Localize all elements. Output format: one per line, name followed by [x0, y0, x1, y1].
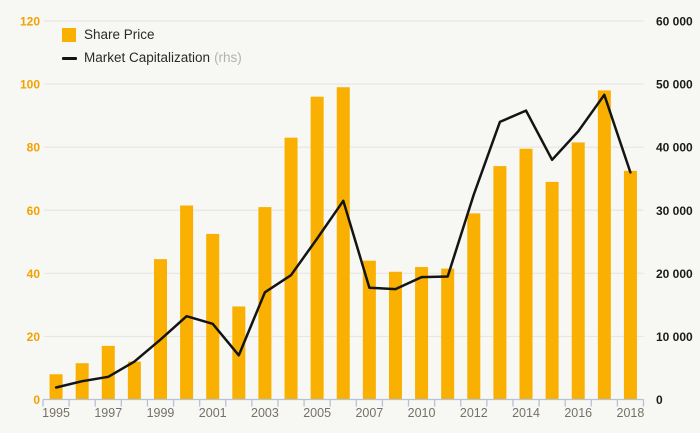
- bar-2006: [336, 87, 350, 400]
- x-axis-year-label: 1999: [147, 406, 175, 420]
- bar-1997: [101, 345, 115, 400]
- bar-2007: [362, 260, 376, 400]
- x-axis-year-label: 2003: [251, 406, 279, 420]
- market-cap-line-swatch-icon: [62, 56, 77, 60]
- legend-rhs-suffix: (rhs): [214, 50, 242, 65]
- x-axis-year-label: 2007: [355, 406, 383, 420]
- x-axis-year-label: 2012: [460, 406, 488, 420]
- right-axis-tick-label: 40 000: [656, 141, 693, 155]
- bar-2012: [467, 213, 481, 400]
- left-axis-tick-label: 20: [27, 330, 41, 344]
- left-axis-tick-label: 120: [20, 15, 40, 29]
- x-axis-year-label: 2010: [408, 406, 436, 420]
- legend: Share Price Market Capitalization (rhs): [62, 27, 242, 66]
- legend-share-price-label: Share Price: [84, 27, 155, 42]
- left-axis-tick-label: 0: [33, 393, 40, 407]
- x-axis-year-label: 2001: [199, 406, 227, 420]
- x-axis-year-label: 2018: [617, 406, 645, 420]
- share-price-swatch-icon: [62, 28, 76, 42]
- x-axis-year-label: 2014: [512, 406, 540, 420]
- bar-2000: [180, 205, 194, 400]
- x-axis-year-label: 1995: [42, 406, 70, 420]
- bar-2001: [206, 233, 220, 400]
- bar-2010: [415, 267, 429, 400]
- right-axis-tick-label: 0: [656, 393, 663, 407]
- bar-2004: [284, 137, 298, 400]
- right-axis-tick-label: 20 000: [656, 267, 693, 281]
- bar-2003: [258, 207, 272, 400]
- bar-2005: [310, 96, 324, 400]
- bar-2014: [519, 148, 533, 400]
- legend-item-market-cap: Market Capitalization (rhs): [62, 50, 242, 66]
- market-cap-line: [54, 93, 632, 389]
- left-axis-tick-label: 60: [27, 204, 41, 218]
- bar-2016: [571, 142, 585, 400]
- right-axis-tick-label: 50 000: [656, 78, 693, 92]
- right-axis-tick-label: 30 000: [656, 204, 693, 218]
- bar-2008: [388, 271, 402, 400]
- bar-2015: [545, 181, 559, 400]
- legend-item-share-price: Share Price: [62, 27, 242, 43]
- bar-1998: [127, 361, 141, 400]
- bar-2017: [597, 90, 611, 400]
- right-axis-tick-label: 60 000: [656, 15, 693, 29]
- left-axis-tick-label: 40: [27, 267, 41, 281]
- legend-market-cap-label: Market Capitalization: [84, 50, 211, 65]
- bar-1999: [153, 259, 167, 400]
- x-axis-year-label: 1997: [94, 406, 122, 420]
- right-axis-tick-label: 10 000: [656, 330, 693, 344]
- x-axis-year-label: 2016: [564, 406, 592, 420]
- left-axis-tick-label: 80: [27, 141, 41, 155]
- x-axis-year-label: 2005: [303, 406, 331, 420]
- bar-2018: [623, 170, 637, 400]
- bar-2011: [441, 268, 455, 400]
- left-axis-tick-label: 100: [20, 78, 40, 92]
- bar-2013: [493, 166, 507, 400]
